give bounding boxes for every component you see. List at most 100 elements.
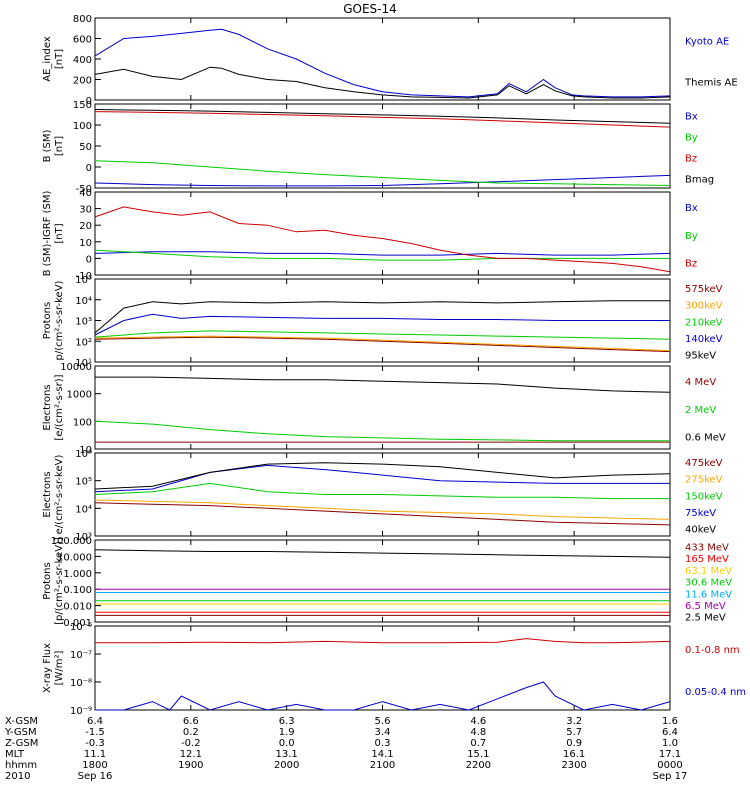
panel-6-ytick-label: 0.001 [63, 618, 92, 629]
ephem-row-label: MLT [5, 749, 25, 760]
panel-1-series-Bz [94, 111, 671, 128]
panel-3-series-210keV [94, 330, 671, 340]
panel-4-ylabel: [e/(cm²-s-sr)] [54, 374, 65, 440]
ephem-row-label: Y-GSM [4, 727, 37, 738]
panel-4-series-2-MeV [94, 420, 670, 442]
panel-5-series-75keV [94, 464, 670, 493]
ephem-row-label: hhmm [5, 760, 37, 771]
panel-3-series-95keV [94, 300, 670, 334]
ephem-value: 6.6 [183, 716, 199, 727]
panel-6-legend: 30.6 MeV [685, 578, 732, 589]
ephem-value: 16.1 [563, 749, 585, 760]
panel-4-ytick-label: 10 [79, 445, 92, 456]
panel-5-legend: 275keV [685, 475, 723, 486]
panel-2-ylabel: B (SM)-IGRF (SM) [42, 191, 53, 277]
ephem-value: 0.9 [566, 738, 582, 749]
panel-2-frame [94, 191, 671, 276]
ephem-value: 13.1 [276, 749, 298, 760]
panel-1-ylabel: [nT] [54, 136, 65, 156]
ephem-value: 1.9 [279, 727, 295, 738]
panel-1-series-Bx [94, 174, 671, 187]
panel-4-legend: 4 MeV [685, 377, 716, 388]
ephem-value: 6.4 [662, 727, 678, 738]
start-date-label: Sep 16 [78, 771, 113, 782]
panel-5-series-150keV [94, 482, 670, 500]
panel-1-ytick-label: 100 [73, 121, 92, 132]
panel-7-ytick-label: 10⁻⁷ [70, 650, 92, 661]
panel-4-ytick-label: 10000 [60, 362, 92, 373]
panel-0-legend: Kyoto AE [685, 37, 729, 48]
panel-0-ylabel: AE_index [42, 36, 53, 82]
panel-3-series-140keV [94, 313, 670, 336]
panel-6-ytick-label: 1.000 [63, 569, 92, 580]
panel-5-ytick-label: 10⁵ [75, 477, 92, 488]
ephem-value: 2100 [370, 760, 395, 771]
panel-3-ytick-label: 10⁵ [75, 275, 92, 286]
panel-2-series-By [94, 249, 670, 261]
panel-7-ytick-label: 10⁻⁶ [70, 622, 92, 633]
panel-3-ylabel: p/(cm²-s-sr-keV) [54, 280, 65, 360]
ephem-value: 4.8 [470, 727, 486, 738]
panel-2-legend: Bz [685, 259, 697, 270]
panel-2-ytick-label: 30 [79, 205, 92, 216]
panel-2-legend: By [685, 231, 698, 242]
ephem-value: 2200 [466, 760, 491, 771]
ephem-value: 15.1 [467, 749, 489, 760]
panel-6-legend: 165 MeV [685, 554, 729, 565]
ephem-value: 0.0 [279, 738, 295, 749]
panel-6-legend: 63.1 MeV [685, 566, 732, 577]
panel-0-ytick-label: 800 [73, 14, 92, 25]
panel-7-ylabel: [W/m²] [54, 650, 65, 685]
panel-3-ytick-label: 10⁴ [75, 296, 92, 307]
panel-6-legend: 433 MeV [685, 542, 729, 553]
panel-6-legend: 2.5 MeV [685, 613, 726, 624]
ephem-value: 3.4 [375, 727, 391, 738]
panel-6-ytick-label: 10.000 [57, 552, 92, 563]
panel-7-ytick-label: 10⁻⁹ [70, 706, 92, 717]
panel-7-series-0-1-0-8-nm [95, 638, 671, 644]
ephem-value: 11.1 [84, 749, 106, 760]
ephem-value: 1900 [178, 760, 203, 771]
year-label: 2010 [5, 771, 30, 782]
panel-5-legend: 75keV [685, 508, 716, 519]
panel-2-ytick-label: -10 [76, 271, 92, 282]
panel-2-series-Bx [94, 251, 671, 256]
ephem-value: 0.2 [183, 727, 199, 738]
panel-3-ylabel: Protons [42, 302, 53, 339]
figure-title: GOES-14 [343, 2, 397, 16]
panel-3-series-575keV [94, 336, 671, 353]
panel-2-ytick-label: 0 [86, 254, 92, 265]
panel-7-ytick-label: 10⁻⁸ [70, 678, 92, 689]
panel-5-series-40keV [94, 462, 671, 490]
panel-2-legend: Bx [685, 203, 698, 214]
panel-6-frame [94, 539, 671, 623]
panel-5-ylabel: e/(cm²-s-sr-keV) [54, 455, 65, 535]
panel-1-legend: Bz [685, 154, 697, 165]
panel-0-ytick-label: 200 [73, 76, 92, 87]
panel-6-legend: 6.5 MeV [685, 601, 726, 612]
ephem-value: -1.5 [85, 727, 105, 738]
panel-2-series-Bz [94, 206, 671, 273]
panel-5-legend: 40keV [685, 525, 716, 536]
panel-1-legend: By [685, 133, 698, 144]
panel-4-series-0-6-MeV [95, 376, 671, 393]
ephem-value: 2300 [561, 760, 586, 771]
panel-4-frame [94, 365, 671, 450]
panel-6-series-2-5-MeV [94, 549, 671, 558]
panel-3-ytick-label: 10² [75, 337, 92, 348]
panel-4-legend: 0.6 MeV [685, 433, 726, 444]
ephem-value: 1.0 [662, 738, 678, 749]
ephem-value: 0000 [657, 760, 682, 771]
end-date-label: Sep 17 [653, 771, 688, 782]
panel-3-legend: 300keV [685, 301, 723, 312]
panel-1-ytick-label: 150 [73, 100, 92, 111]
ephem-value: -0.3 [85, 738, 105, 749]
ephem-value: 1800 [82, 760, 107, 771]
ephem-value: 3.2 [566, 716, 582, 727]
panel-6-ytick-label: 100.000 [51, 536, 92, 547]
panel-3-ytick-label: 10³ [75, 317, 92, 328]
panel-7-series-0-05-0-4-nm [95, 681, 671, 711]
panel-7-frame [94, 625, 671, 711]
panel-6-ytick-label: 0.100 [63, 585, 92, 596]
